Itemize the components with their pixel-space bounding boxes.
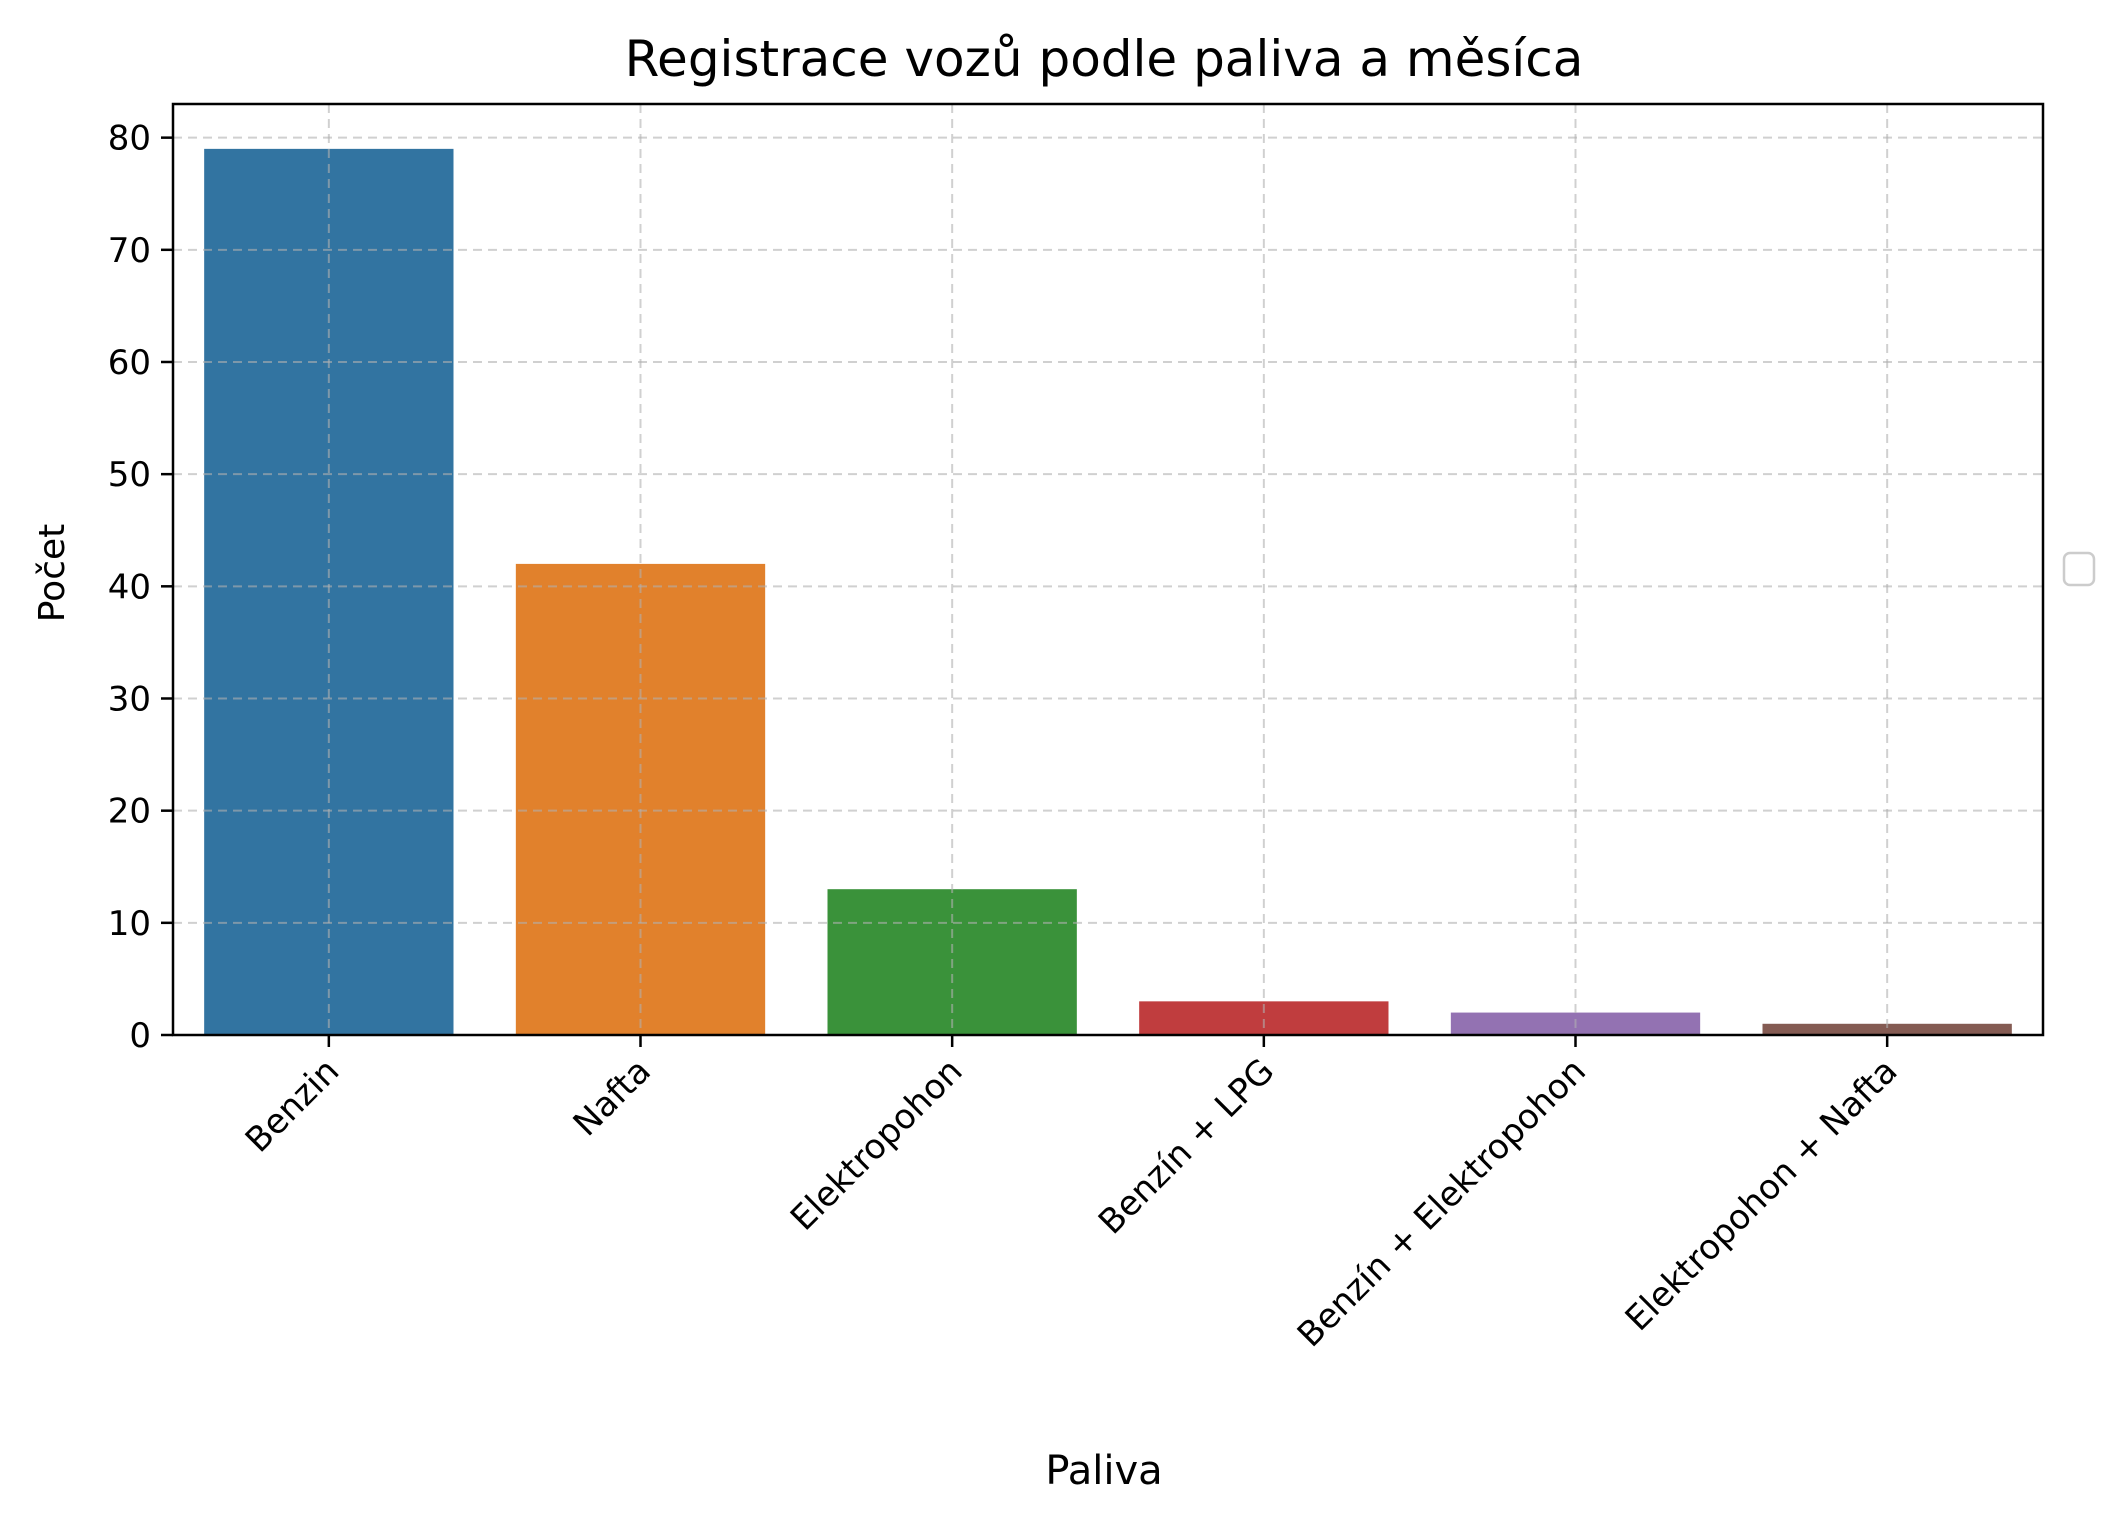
chart-title: Registrace vozů podle paliva a měsíca: [625, 30, 1584, 88]
y-tick-label: 30: [108, 679, 151, 719]
y-tick-label: 80: [108, 119, 151, 159]
y-tick-label: 20: [108, 792, 151, 832]
y-tick-label: 70: [108, 231, 151, 271]
y-axis-label: Počet: [32, 524, 73, 623]
y-tick-label: 10: [108, 904, 151, 944]
y-tick-label: 50: [108, 455, 151, 495]
x-axis-label: Paliva: [1045, 1448, 1162, 1494]
y-tick-label: 0: [129, 1016, 151, 1056]
y-tick-label: 40: [108, 567, 151, 607]
bar: [1762, 1023, 2012, 1035]
grid-layer: [173, 104, 2043, 1036]
plot-frame: [171, 102, 2045, 1037]
y-tick-label: 60: [108, 343, 151, 383]
legend-box: [2062, 551, 2096, 587]
